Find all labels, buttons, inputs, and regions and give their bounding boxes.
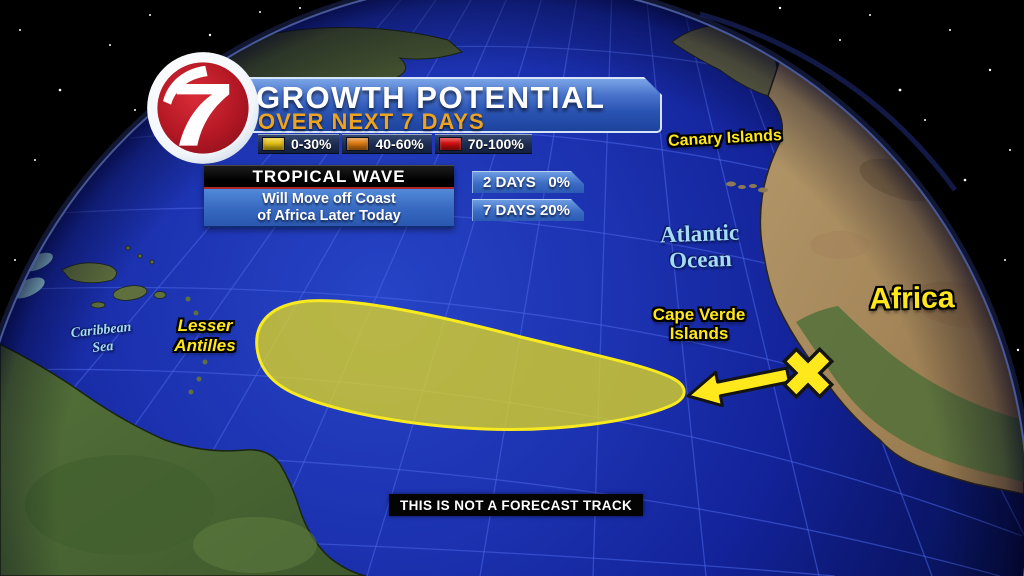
disclaimer-text: THIS IS NOT A FORECAST TRACK [400,497,633,513]
legend-swatch-high [438,137,462,151]
legend-label-medium: 40-60% [375,136,424,152]
development-area [255,299,686,431]
outlook-chance: 20% [539,202,570,219]
legend-item-high: 70-100% [434,134,532,154]
page-subtitle: OVER NEXT 7 DAYS [258,109,485,134]
legend-swatch-medium [346,137,370,151]
map-label-africa: Africa [869,281,955,316]
legend-item-low: 0-30% [258,134,340,154]
tropical-wave-title: TROPICAL WAVE [252,166,406,186]
movement-arrow [686,366,791,408]
legend-swatch-low [262,137,285,151]
legend-item-medium: 40-60% [342,134,432,154]
growth-potential-legend: 0-30% 40-60% 70-100% [258,134,532,154]
channel-7-logo-icon [147,52,259,164]
origin-x-marker [781,346,835,400]
outlook-period: 7 DAYS [483,202,536,219]
description-line-2: of Africa Later Today [257,207,401,224]
outlook-period: 2 DAYS [483,174,536,191]
legend-label-low: 0-30% [291,136,332,152]
outlook-chip-7-days: 7 DAYS 20% [472,199,584,221]
tropical-wave-description: Will Move off Coast of Africa Later Toda… [204,189,454,227]
disclaimer-banner: THIS IS NOT A FORECAST TRACK [389,494,644,516]
map-label-cape-verde-islands: Cape Verde Islands [652,305,746,343]
outlook-chance: 0% [548,174,570,191]
tropical-wave-title-bar: TROPICAL WAVE [204,165,454,190]
page-title: GROWTH POTENTIAL [256,80,606,115]
header-banner: GROWTH POTENTIAL OVER NEXT 7 DAYS [206,77,662,133]
map-label-lesser-antilles: Lesser Antilles [174,316,236,355]
station-logo [146,51,260,165]
outlook-chip-2-days: 2 DAYS 0% [472,171,584,193]
legend-label-high: 70-100% [467,136,524,152]
map-label-atlantic-ocean: Atlantic Ocean [659,219,740,274]
channel-number-glyph [176,84,230,146]
description-line-1: Will Move off Coast [262,190,396,207]
limb-streak [699,11,958,192]
